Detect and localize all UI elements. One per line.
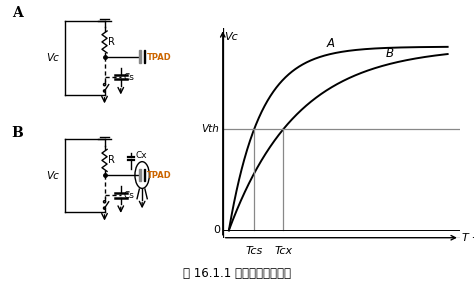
- Text: A: A: [11, 6, 22, 20]
- Text: 0: 0: [213, 225, 220, 235]
- Text: 图 16.1.1 电容触摸按键原理: 图 16.1.1 电容触摸按键原理: [183, 267, 291, 280]
- Text: Vc: Vc: [46, 53, 59, 63]
- Bar: [144, 50, 145, 63]
- Bar: [144, 169, 145, 181]
- Text: A: A: [327, 37, 335, 50]
- Text: Cs: Cs: [124, 192, 135, 200]
- Bar: [139, 50, 141, 63]
- Text: Cx: Cx: [136, 151, 147, 160]
- Text: B: B: [385, 47, 393, 60]
- Text: R: R: [108, 155, 115, 165]
- Text: Vth: Vth: [201, 124, 219, 134]
- Text: B: B: [11, 126, 23, 140]
- Bar: [139, 169, 141, 181]
- Text: Vc: Vc: [46, 171, 59, 181]
- Text: TPAD: TPAD: [146, 53, 172, 62]
- Text: R: R: [108, 37, 115, 47]
- Text: TPAD: TPAD: [146, 171, 172, 180]
- Text: Cs: Cs: [124, 73, 135, 82]
- Text: T →: T →: [462, 233, 474, 243]
- Text: Vc: Vc: [224, 32, 238, 42]
- Text: Tcx: Tcx: [274, 246, 292, 256]
- Text: Tcs: Tcs: [246, 246, 263, 256]
